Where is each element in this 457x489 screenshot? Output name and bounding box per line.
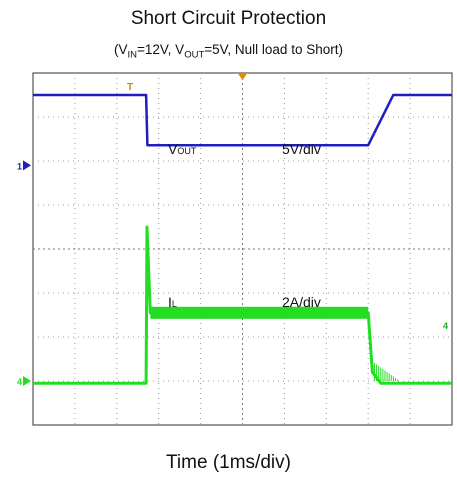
subtitle-part-2: =12V, V	[137, 42, 185, 57]
trigger-marker: T	[127, 82, 133, 93]
channel-number-il: 4	[17, 377, 22, 387]
subtitle-part-1: (V	[114, 42, 128, 57]
x-axis-label: Time (1ms/div)	[166, 452, 291, 473]
channel-marker-vout	[23, 160, 31, 171]
chart-title: Short Circuit Protection	[130, 8, 327, 29]
trace-label-main: I	[168, 294, 172, 310]
channel-marker-il	[23, 376, 31, 386]
trace-label-sub: OUT	[177, 146, 197, 156]
subtitle-part-3: =5V, Null load to Short)	[204, 42, 343, 57]
trace-label-sub: L	[172, 299, 177, 309]
subtitle-sub-in: IN	[127, 49, 138, 61]
trace-label-out: VOUT	[168, 141, 197, 157]
trace-vout	[33, 93, 452, 147]
channel-number-vout: 1	[17, 161, 22, 171]
trace-scale-out: 5V/div	[282, 141, 321, 157]
subtitle-sub-out: OUT	[184, 49, 205, 61]
right-level-marker: 4	[443, 321, 448, 331]
trace-label-l: IL	[168, 294, 177, 310]
chart-subtitle: (VIN=12V, VOUT=5V, Null load to Short)	[0, 42, 457, 61]
trace-il-ripple-band	[150, 306, 369, 319]
trigger-position-arrow	[237, 73, 248, 80]
trace-label-main: V	[168, 141, 178, 157]
trace-scale-l: 2A/div	[282, 294, 321, 310]
